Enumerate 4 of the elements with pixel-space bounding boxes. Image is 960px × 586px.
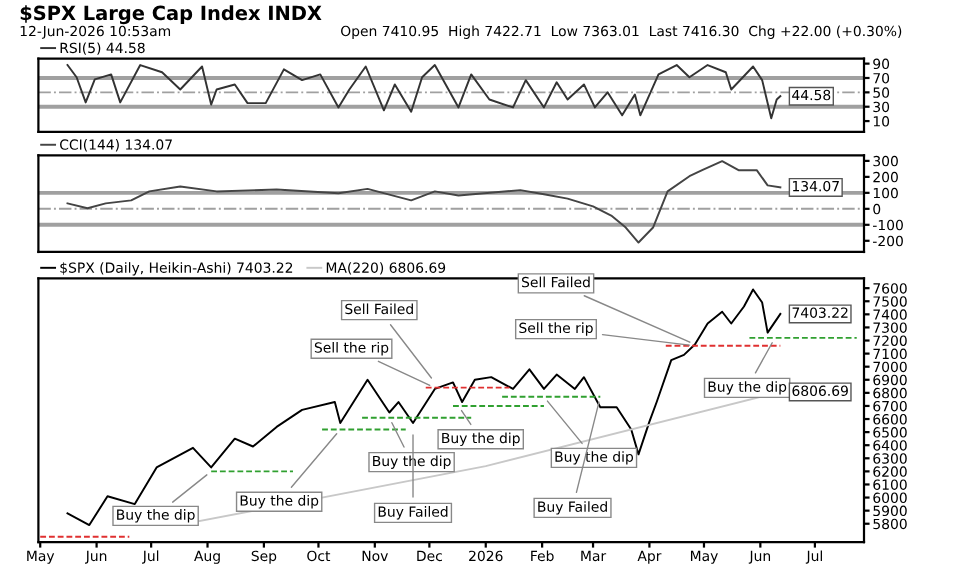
line-series: [66, 64, 782, 120]
chart-title: $SPX Large Cap Index INDX: [20, 5, 322, 25]
line-series: [66, 288, 782, 527]
line-series: [66, 160, 782, 244]
